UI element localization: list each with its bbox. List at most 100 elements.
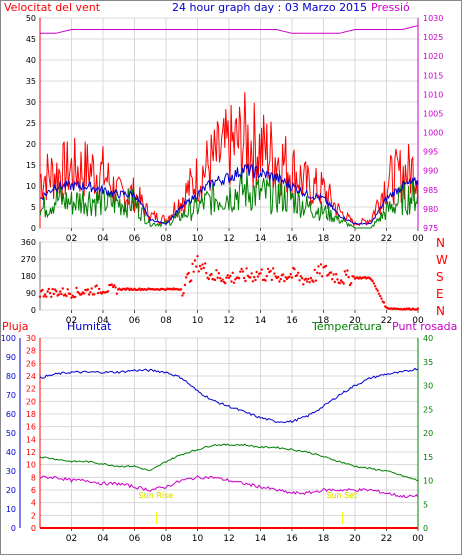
x-tick-label: 14 [255,316,267,326]
direction-point [259,272,262,275]
compass-label: N [436,236,445,250]
direction-point [185,276,188,279]
x-tick-label: 06 [129,316,141,326]
direction-point [110,283,114,286]
direction-y-tick-label: 360 [21,238,36,247]
rain-y-tick-label: 6 [31,486,36,495]
pressure-y-tick-label: 1005 [423,109,443,118]
direction-point [87,293,91,296]
rain-y-tick-label: 20 [26,397,36,406]
direction-point [308,281,311,284]
direction-point [57,293,61,296]
direction-y-tick-label: 90 [26,289,36,298]
direction-point [205,271,208,275]
pressure-label: Pressió [371,1,410,14]
wind-y-tick-label: 0 [31,224,36,233]
x-tick-label: 14 [255,234,267,244]
direction-point [317,265,320,268]
wind-y-tick-label: 20 [26,140,36,149]
grid-layer [40,17,419,529]
x-tick-label: 02 [66,234,77,244]
direction-point [350,282,353,285]
temperature-y-tick-label: 25 [423,405,433,414]
temperature-y-tick-label: 40 [423,334,433,343]
direction-point [318,272,321,275]
direction-point [226,274,229,277]
direction-point [307,277,310,281]
rain-y-tick-label: 10 [26,461,36,470]
x-tick-label: 02 [66,534,77,544]
direction-point [114,286,117,289]
direction-point [100,292,103,295]
direction-point [191,262,194,266]
direction-point [300,277,304,280]
direction-point [346,269,349,272]
direction-y-tick-label: 0 [31,306,36,315]
direction-point [59,290,62,293]
x-tick-label: 00 [412,534,424,544]
direction-point [338,282,342,285]
direction-point [270,278,273,282]
direction-point [278,280,281,283]
direction-point [239,270,242,273]
temperature-y-tick-label: 30 [423,382,433,391]
direction-point [309,276,313,280]
direction-point [276,275,280,279]
rain-y-tick-label: 24 [26,372,36,381]
direction-point [181,294,184,297]
direction-point [47,287,50,291]
rain-y-tick-label: 22 [26,385,36,394]
x-tick-label: 16 [286,234,298,244]
x-tick-label: 06 [129,234,141,244]
x-tick-label: 18 [318,316,330,326]
series-layer [38,25,420,529]
direction-point [321,275,324,278]
direction-point [225,276,228,279]
humidity-label: Humitat [67,320,112,333]
direction-point [265,274,268,278]
temperature-series [39,443,419,482]
direction-point [70,296,73,299]
humidity-y-tick-label: 10 [6,505,16,514]
x-tick-label: 12 [223,316,234,326]
wind-y-tick-label: 5 [31,203,36,212]
temperature-y-tick-label: 15 [423,453,433,462]
rain-y-tick-label: 8 [31,473,36,482]
direction-point [273,272,276,275]
x-tick-label: 08 [160,234,172,244]
direction-point [299,275,302,278]
direction-point [232,281,236,284]
direction-point [302,283,305,286]
direction-point [336,278,339,281]
direction-point [183,283,187,287]
pressure-y-tick-label: 995 [423,148,438,157]
wind-y-tick-label: 50 [26,14,36,23]
humidity-y-tick-label: 0 [11,524,16,533]
wind-y-tick-label: 40 [26,56,36,65]
direction-point [266,267,270,271]
humidity-y-tick-label: 90 [6,353,16,362]
direction-point [216,276,219,279]
x-tick-label: 22 [381,316,392,326]
direction-point [376,289,379,292]
direction-point [297,271,300,274]
direction-point [293,268,296,271]
direction-point [324,264,328,268]
direction-point [221,278,224,281]
wind-y-tick-label: 10 [26,182,36,191]
direction-point [74,295,77,299]
rain-y-tick-label: 12 [26,448,36,457]
direction-point [66,288,69,291]
direction-point [61,287,64,290]
rain-label: Pluja [2,320,28,333]
direction-point [230,280,233,283]
wind-y-tick-label: 25 [26,119,36,128]
direction-point [95,284,98,287]
wind-y-tick-label: 35 [26,77,36,86]
direction-point [198,264,202,268]
pressure-y-tick-label: 1010 [423,90,443,99]
direction-point [197,270,200,273]
x-tick-label: 18 [318,234,330,244]
x-tick-label: 08 [160,534,172,544]
rain-y-tick-label: 16 [26,423,36,432]
